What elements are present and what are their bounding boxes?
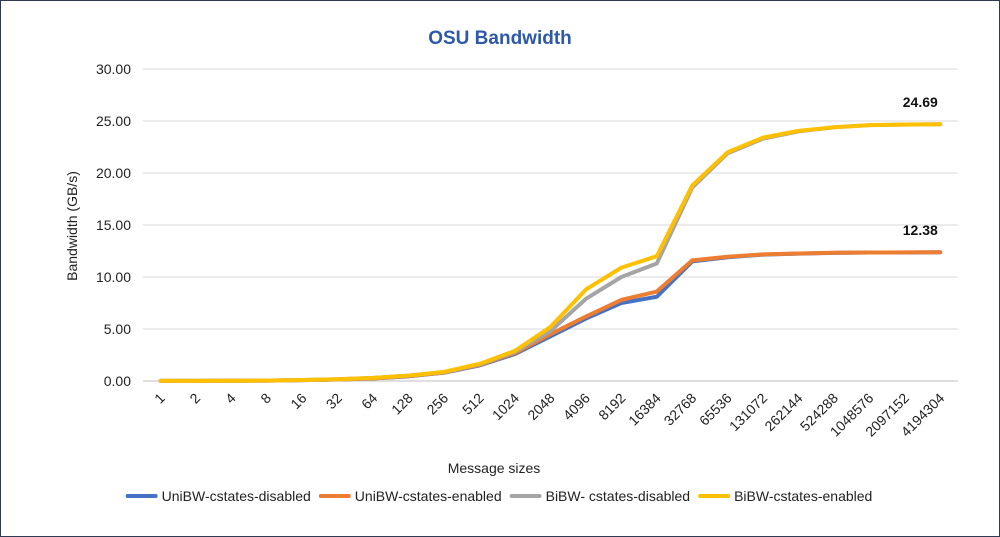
x-tick-label: 262144: [761, 390, 805, 434]
y-tick-label: 25.00: [96, 113, 131, 129]
x-tick-label: 32: [323, 390, 345, 412]
legend-label: BiBW-cstates-enabled: [734, 488, 872, 504]
y-tick-label: 20.00: [96, 165, 131, 181]
x-tick-label: 64: [358, 390, 380, 412]
x-tick-label: 4: [222, 390, 239, 407]
y-axis-ticks: 0.00 5.00 10.00 15.00 20.00 25.00 30.00: [96, 61, 131, 389]
x-tick-label: 2: [186, 390, 203, 407]
x-tick-label: 1024: [489, 390, 522, 423]
legend: UniBW-cstates-disabled UniBW-cstates-enab…: [125, 488, 872, 504]
x-tick-label: 1: [151, 390, 168, 407]
x-tick-label: 512: [459, 390, 487, 418]
x-tick-label: 32768: [661, 390, 700, 429]
legend-label: UniBW-cstates-disabled: [162, 488, 311, 504]
data-label: 24.69: [903, 94, 938, 110]
x-tick-label: 16384: [625, 390, 664, 429]
data-annotations: 24.69 12.38: [903, 94, 938, 238]
x-tick-label: 16: [287, 390, 309, 412]
y-tick-label: 5.00: [104, 321, 131, 337]
data-label: 12.38: [903, 222, 938, 238]
x-tick-label: 8: [257, 390, 274, 407]
y-tick-label: 10.00: [96, 269, 131, 285]
x-axis-ticks: 1 2 4 8 16 32 64 128 256 512 1024 2048 4096 819216384…: [151, 390, 948, 440]
y-tick-label: 0.00: [104, 373, 131, 389]
series-line-1: [158, 250, 943, 383]
x-tick-label: 128: [388, 390, 416, 418]
y-tick-label: 30.00: [96, 61, 131, 77]
x-axis-label: Message sizes: [448, 460, 541, 476]
chart-title: OSU Bandwidth: [428, 28, 572, 49]
x-tick-label: 4096: [560, 390, 593, 423]
series-line-0: [158, 250, 943, 383]
y-axis-label: Bandwidth (GB/s): [64, 171, 80, 281]
legend-label: UniBW-cstates-enabled: [355, 488, 502, 504]
y-tick-label: 15.00: [96, 217, 131, 233]
x-tick-label: 131072: [726, 390, 770, 434]
series-line-3: [158, 122, 943, 383]
x-tick-label: 8192: [595, 390, 628, 423]
x-tick-label: 2048: [524, 390, 557, 423]
series-lines: [158, 122, 943, 383]
legend-label: BiBW- cstates-disabled: [546, 488, 690, 504]
x-tick-label: 256: [423, 390, 451, 418]
